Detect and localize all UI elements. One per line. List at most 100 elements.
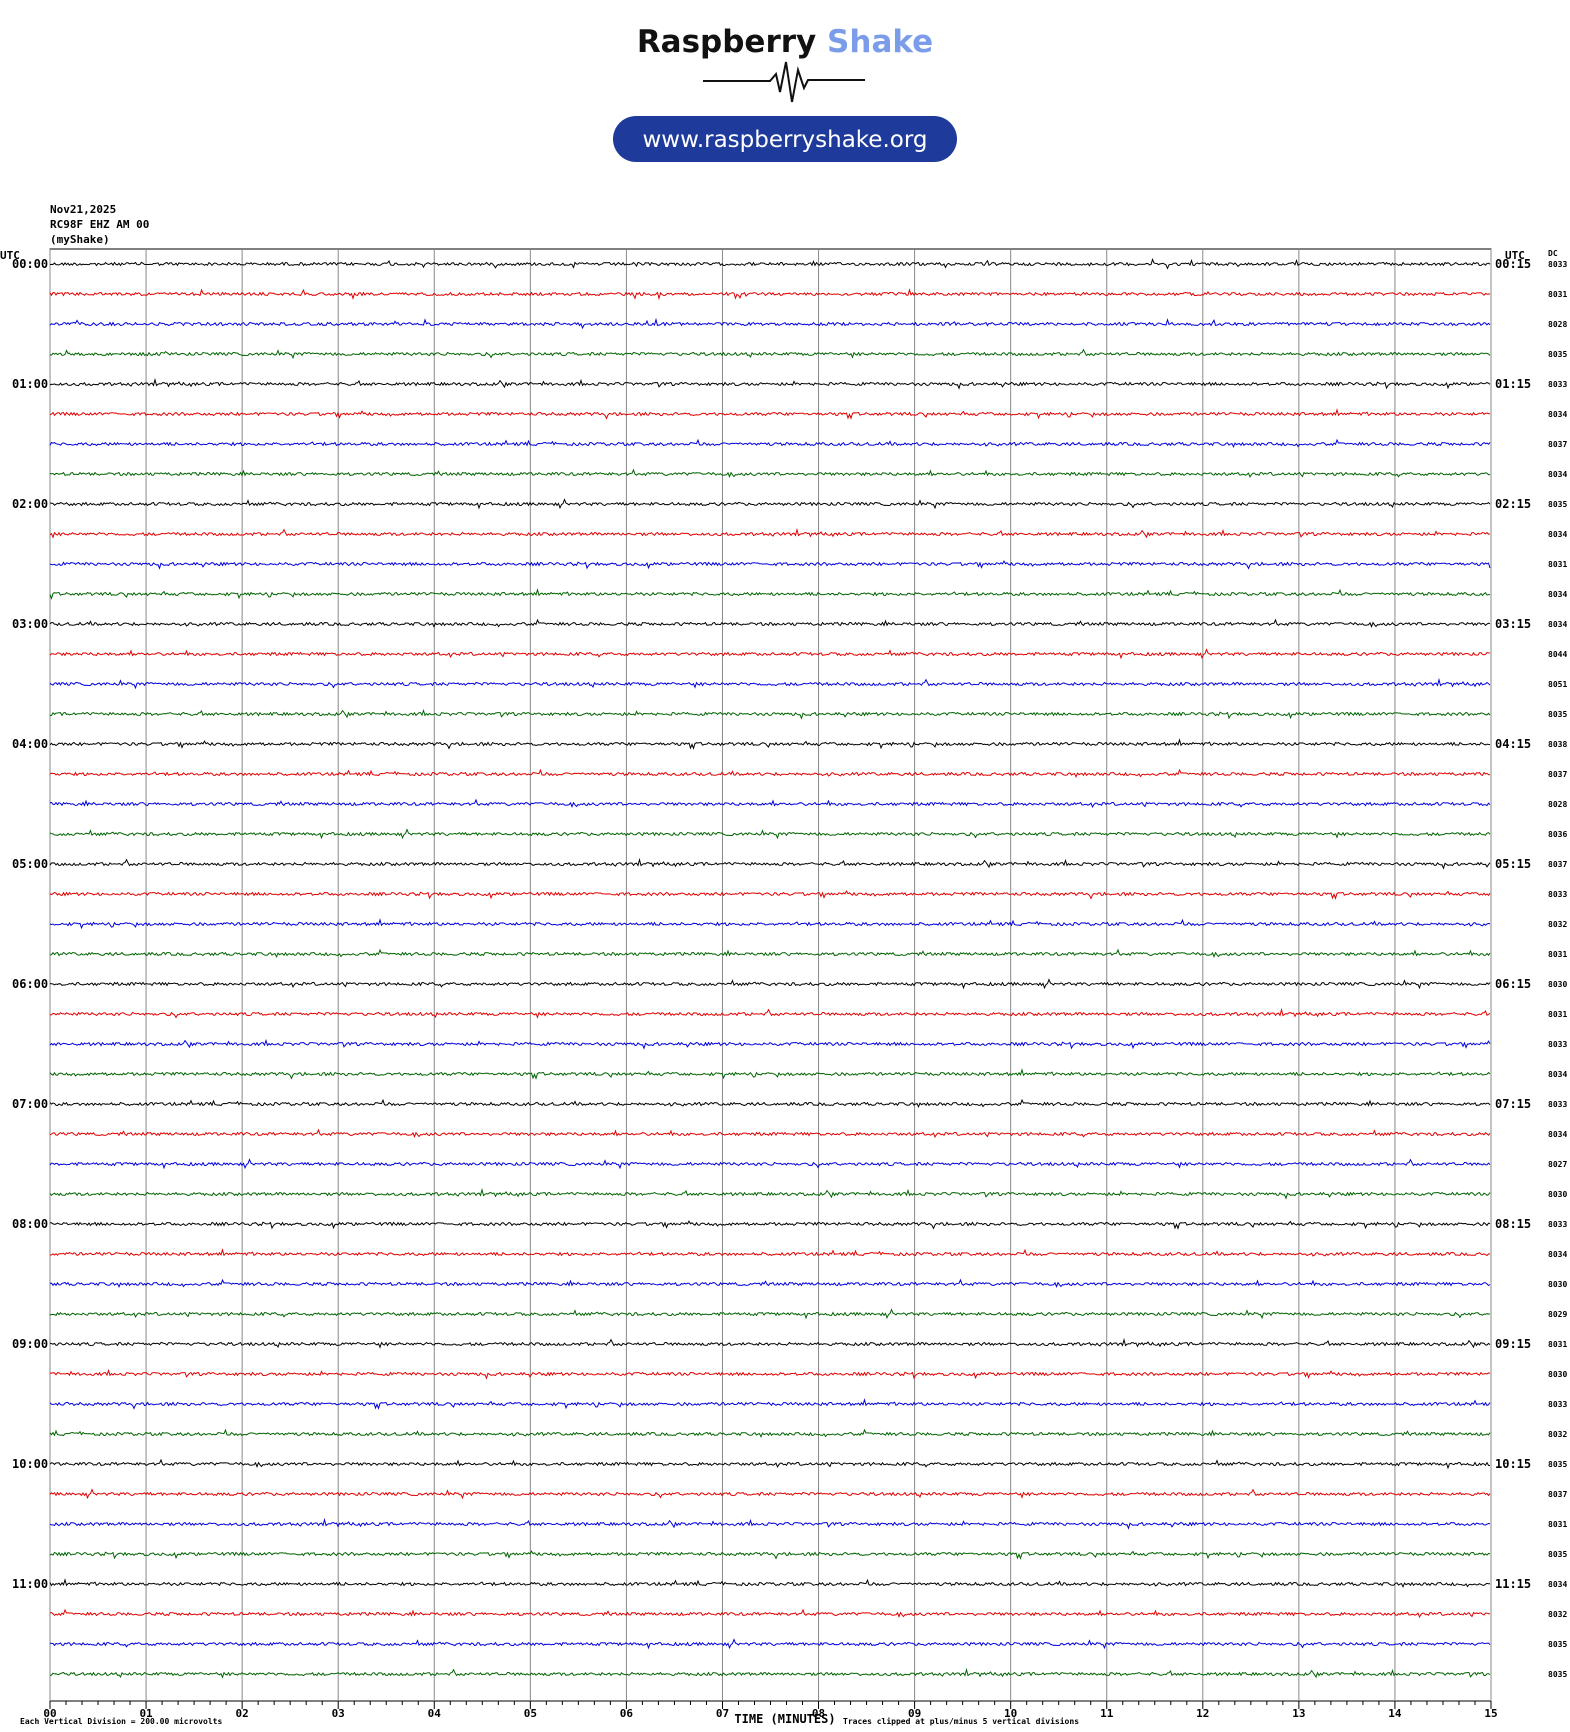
url-pill[interactable] [613,116,957,162]
trace [49,1550,1491,1560]
dc-value: 8031 [1548,1520,1567,1529]
dc-value: 8031 [1548,950,1567,959]
trace [49,918,1491,930]
trace [49,1488,1491,1500]
dc-value: 8032 [1548,920,1567,929]
hour-label-left: 11:00 [12,1577,48,1591]
dc-value: 8030 [1548,1190,1567,1199]
dc-value: 8032 [1548,1610,1567,1619]
x-tick-label: 00 [43,1707,56,1720]
dc-value: 8035 [1548,500,1567,509]
dc-value: 8033 [1548,890,1567,899]
trace [49,588,1491,600]
logo-wiggle [703,61,865,103]
trace [49,1578,1490,1589]
trace [49,948,1491,959]
dc-value: 8028 [1548,320,1567,329]
trace [49,1638,1491,1650]
dc-value: 8034 [1548,470,1567,479]
trace [49,560,1491,570]
dc-value: 8033 [1548,380,1567,389]
hour-label-right: 03:15 [1495,617,1531,631]
hour-label-right: 11:15 [1495,1577,1531,1591]
dc-value: 8034 [1548,410,1567,419]
trace [49,1098,1491,1109]
dc-value: 8034 [1548,590,1567,599]
left-utc: UTC [0,249,20,262]
hour-label-right: 09:15 [1495,1337,1531,1351]
dc-value: 8031 [1548,560,1567,569]
trace [49,1220,1491,1230]
trace [49,618,1491,629]
x-tick-label: 02 [236,1707,249,1720]
trace [49,1337,1491,1349]
x-tick-label: 07 [716,1707,729,1720]
trace [49,1248,1491,1257]
hour-label-right: 00:15 [1495,257,1531,271]
hour-label-left: 06:00 [12,977,48,991]
dc-value: 8034 [1548,1580,1567,1589]
hour-label-right: 05:15 [1495,857,1531,871]
dc-value: 8037 [1548,860,1567,869]
x-tick-label: 14 [1388,1707,1402,1720]
hour-label-right: 02:15 [1495,497,1531,511]
trace [49,798,1491,808]
trace [49,527,1491,539]
url[interactable]: www.raspberryshake.org [643,127,928,153]
x-label: TIME (MINUTES) [734,1712,835,1726]
dc-value: 8034 [1548,620,1567,629]
dc-value: 8030 [1548,980,1567,989]
hour-label-left: 10:00 [12,1457,48,1471]
trace [49,258,1491,270]
trace [49,648,1491,660]
trace [49,1517,1491,1530]
scale-note: Each Vertical Division = 200.00 microvol… [20,1716,222,1726]
dc-value: 8037 [1548,1490,1567,1499]
dc-value: 8031 [1548,1010,1567,1019]
hour-label-right: 04:15 [1495,737,1531,751]
trace [49,677,1491,690]
trace [49,288,1490,301]
brand-accent: Shake [827,24,933,60]
dc-value: 8034 [1548,1130,1567,1139]
trace [49,1368,1491,1380]
trace [49,408,1491,420]
trace [49,1308,1491,1320]
hour-label-right: 08:15 [1495,1217,1531,1231]
dc-value: 8051 [1548,680,1567,689]
dc-value: 8037 [1548,440,1567,449]
trace [49,1667,1491,1679]
hour-label-right: 06:15 [1495,977,1531,991]
x-tick-label: 15 [1484,1707,1497,1720]
dc-value: 8030 [1548,1280,1567,1289]
plot-frame [49,248,1492,1702]
dc-value: 8033 [1548,1040,1567,1049]
trace [49,708,1491,720]
dc-value: 8027 [1548,1160,1567,1169]
trace [49,317,1491,330]
x-tick-label: 04 [428,1707,442,1720]
trace [49,1187,1491,1200]
trace [49,768,1491,779]
trace [49,1428,1491,1439]
owner: (myShake) [50,233,110,246]
dc-header: DC [1548,249,1558,258]
hour-label-left: 04:00 [12,737,48,751]
clip-note: Traces clipped at plus/minus 5 vertical … [843,1716,1079,1726]
dc-value: 8033 [1548,1220,1567,1229]
dc-value: 8033 [1548,1100,1567,1109]
trace [49,1608,1490,1618]
hour-label-left: 07:00 [12,1097,48,1111]
hour-label-left: 03:00 [12,617,48,631]
dc-value: 8028 [1548,800,1567,809]
dc-value: 8034 [1548,1070,1567,1079]
trace [49,438,1491,449]
trace [49,738,1491,750]
dc-value: 8044 [1548,650,1567,659]
dc-value: 8035 [1548,350,1567,359]
trace [49,348,1491,360]
brand: Raspberry Shake [637,24,933,60]
trace [49,1458,1491,1470]
